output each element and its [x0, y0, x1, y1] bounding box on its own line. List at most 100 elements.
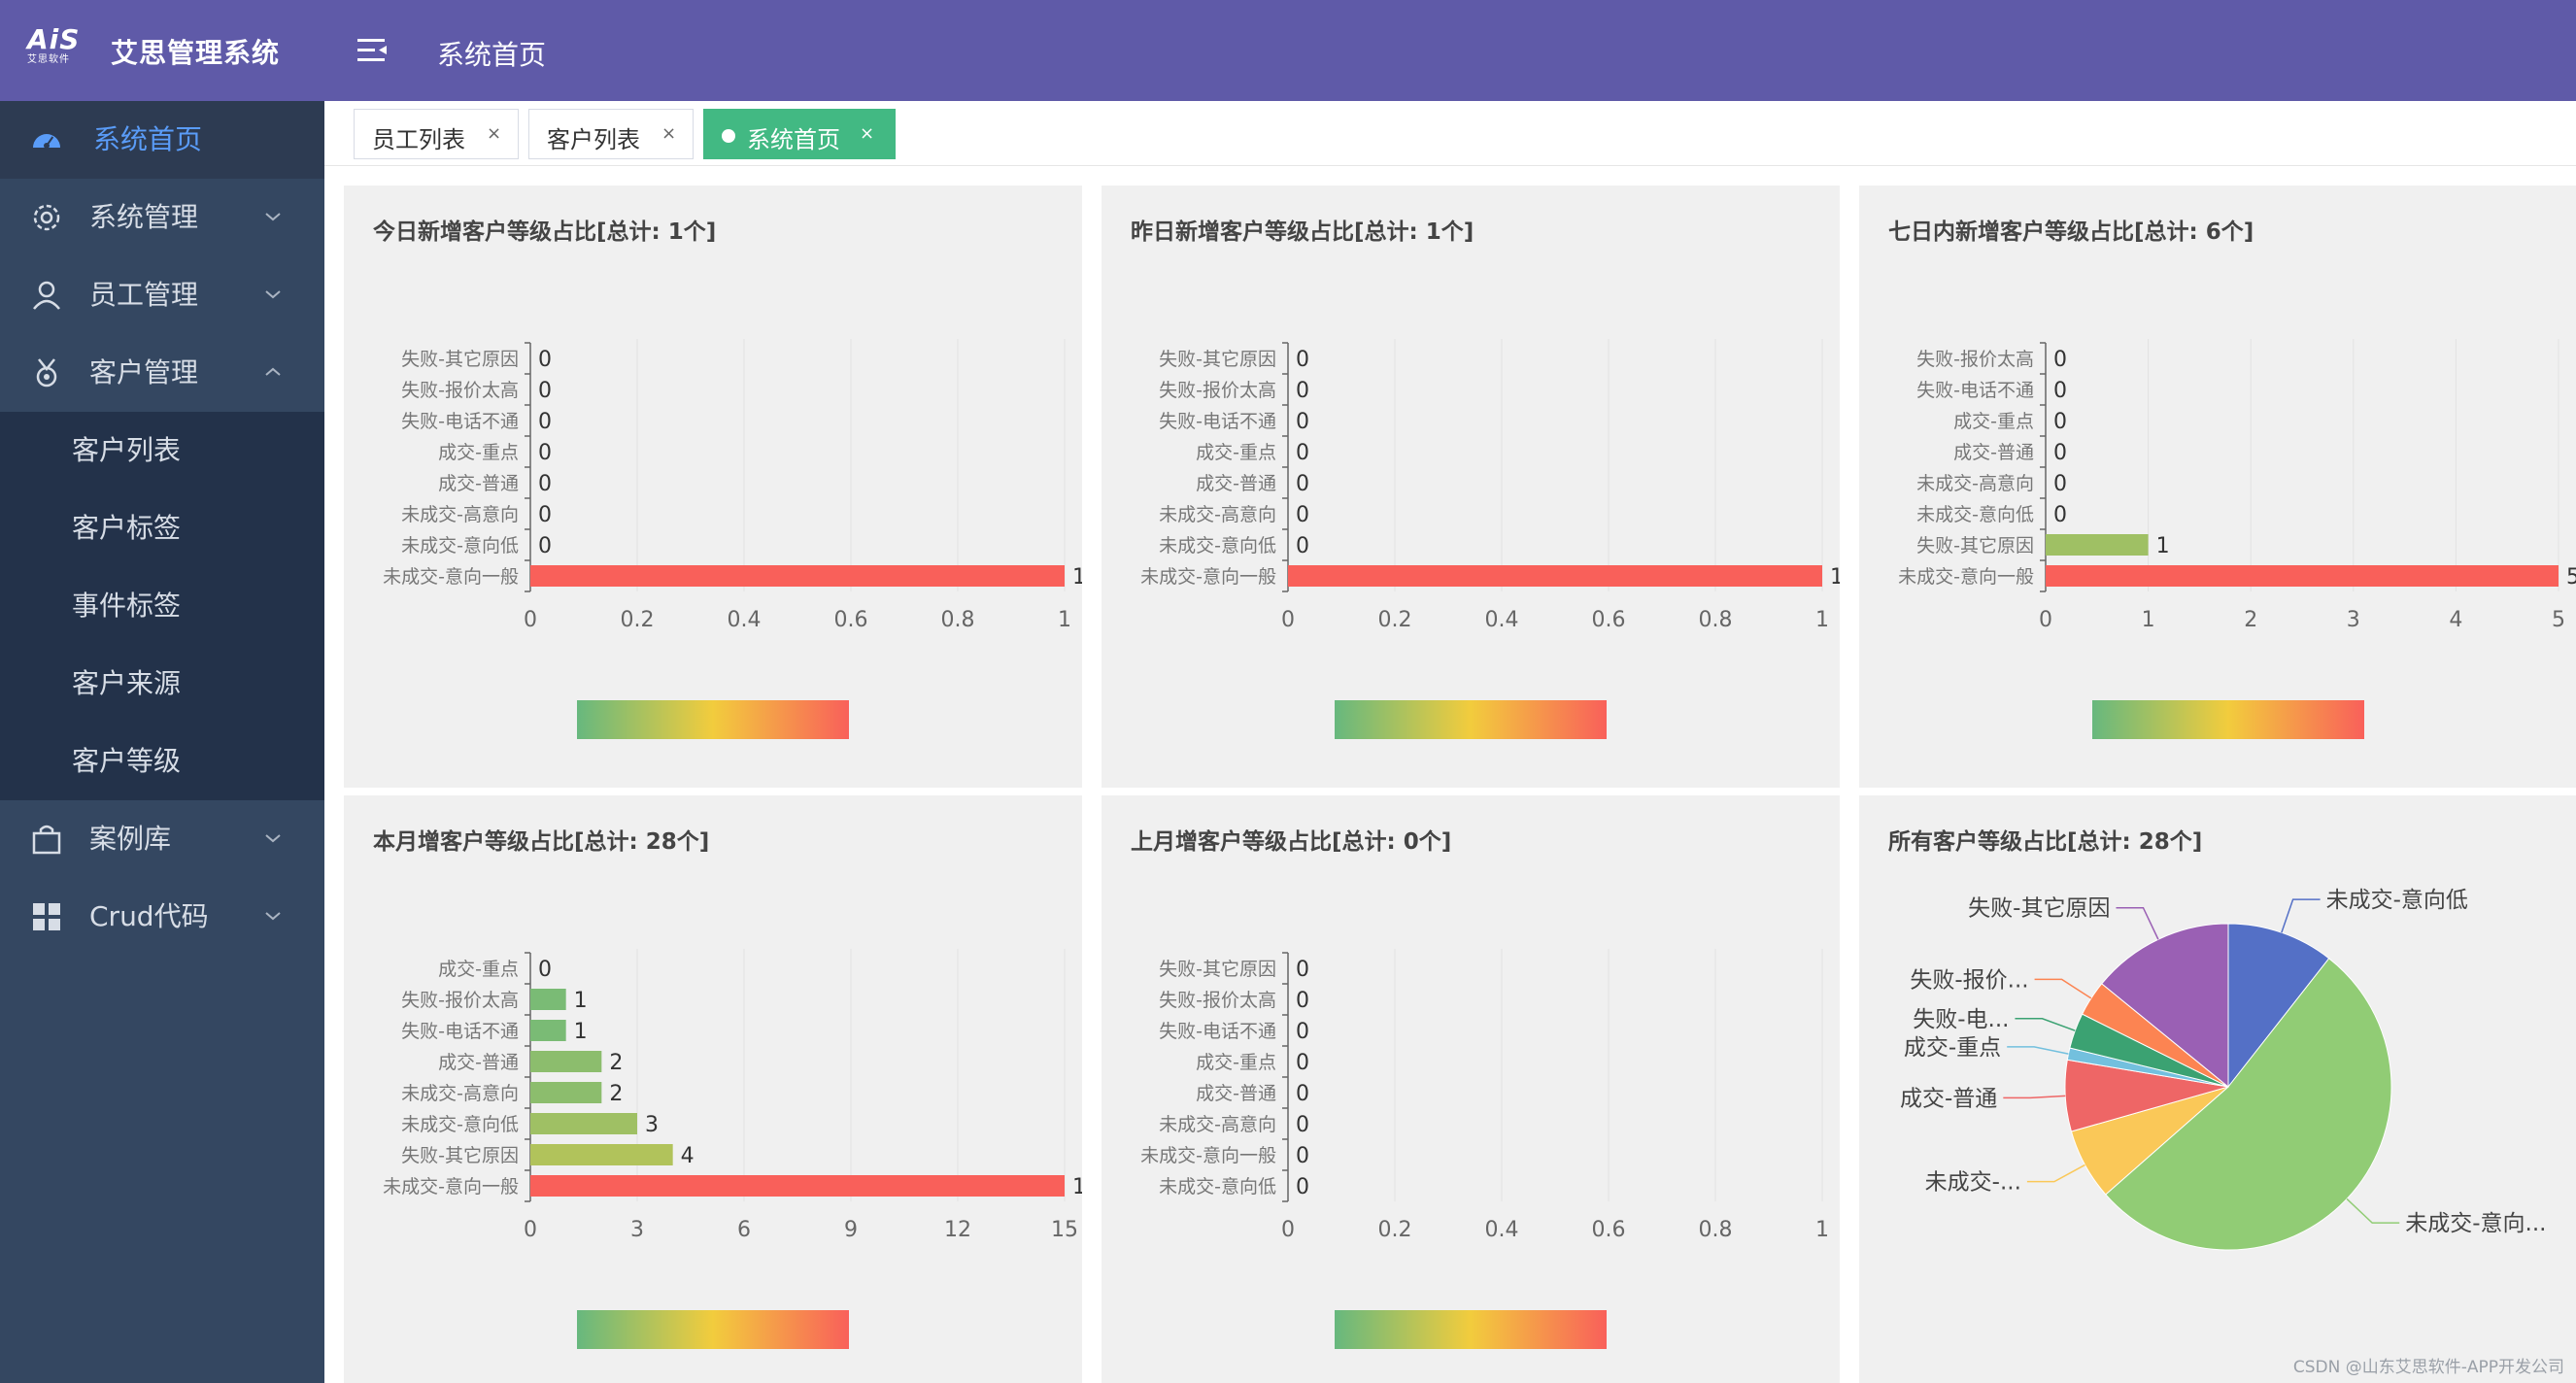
x-tick-label: 0 [524, 1218, 537, 1242]
x-tick-label: 1 [1058, 608, 1071, 632]
y-tick-label: 未成交-意向低 [1159, 535, 1276, 557]
x-tick-label: 9 [844, 1218, 858, 1242]
data-label: 0 [538, 534, 552, 558]
tab-label: 系统首页 [747, 126, 840, 153]
data-label: 15 [1072, 1175, 1082, 1199]
x-tick-label: 1 [2142, 608, 2155, 632]
panel-title: 本月增客户等级占比[总计: 28个] [373, 829, 710, 855]
submenu-event-tags[interactable]: 事件标签 [0, 567, 324, 645]
tab-employee-list[interactable]: 员工列表 × [354, 109, 519, 159]
data-label: 0 [1296, 348, 1309, 372]
x-tick-label: 0 [2039, 608, 2052, 632]
sidebar-item-system[interactable]: 系统管理 [0, 179, 324, 256]
submenu-customer-tags[interactable]: 客户标签 [0, 489, 324, 567]
submenu-customer-level[interactable]: 客户等级 [0, 723, 324, 800]
submenu-label: 客户标签 [72, 512, 182, 544]
y-tick-label: 未成交-高意向 [401, 1083, 519, 1104]
y-tick-label: 未成交-意向一般 [383, 566, 519, 588]
data-label: 4 [681, 1144, 695, 1168]
user-icon [29, 278, 64, 313]
x-tick-label: 0 [1281, 1218, 1295, 1242]
data-label: 0 [1296, 1020, 1309, 1044]
y-tick-label: 未成交-高意向 [401, 504, 519, 525]
grid-icon [29, 899, 64, 934]
y-tick-label: 失败-报价太高 [1916, 349, 2034, 370]
data-label: 0 [2053, 441, 2067, 465]
logo-text: AiS [27, 23, 81, 55]
submenu-customer-list[interactable]: 客户列表 [0, 412, 324, 489]
bar-chart: 0 0.2 0.4 0.6 0.8 1 失败-其它原因 0 失败-报价太高 0 失败-电话不通 0 成交… [1140, 949, 1829, 1349]
tab-bar: 员工列表 × 客户列表 × 系统首页 × [324, 101, 2576, 166]
dashboard-content: 今日新增客户等级占比[总计: 1个] 0 0.2 0.4 0.6 0.8 1 失败-其它原因… [324, 166, 2576, 1383]
pie-slice [2101, 923, 2229, 1089]
chart-panel-last-month: 上月增客户等级占比[总计: 0个] 0 0.2 0.4 0.6 0.8 1 失败-其它原因 0… [1102, 795, 1840, 1383]
pie-label: 失败-其它原因 [1968, 896, 2110, 922]
tab-dashboard[interactable]: 系统首页 × [703, 109, 896, 159]
panel-title: 昨日新增客户等级占比[总计: 1个] [1131, 219, 1474, 245]
pie-label-line [2034, 978, 2092, 999]
close-icon[interactable]: × [661, 123, 677, 144]
y-tick-label: 成交-普通 [1196, 473, 1276, 494]
bar [530, 1113, 637, 1134]
data-label: 0 [1296, 958, 1309, 982]
data-label: 1 [574, 1020, 588, 1044]
y-tick-label: 未成交-意向一般 [1140, 566, 1276, 588]
sidebar-item-crud[interactable]: Crud代码 [0, 878, 324, 956]
y-tick-label: 失败-报价太高 [1159, 380, 1276, 401]
close-icon[interactable]: × [487, 123, 502, 144]
pie-label-line [2281, 898, 2321, 933]
x-tick-label: 0.2 [1378, 608, 1412, 632]
data-label: 0 [1296, 989, 1309, 1013]
close-icon[interactable]: × [860, 123, 875, 144]
y-tick-label: 失败-报价太高 [1159, 990, 1276, 1011]
y-tick-label: 成交-重点 [1196, 442, 1276, 463]
bar [530, 1051, 602, 1072]
panel-title: 上月增客户等级占比[总计: 0个] [1131, 829, 1452, 855]
bar [530, 1144, 673, 1165]
sidebar-item-cases[interactable]: 案例库 [0, 800, 324, 878]
pie-label: 失败-电... [1913, 1007, 2009, 1032]
pie-label: 未成交-意向... [2405, 1211, 2546, 1236]
y-tick-label: 成交-重点 [1196, 1052, 1276, 1073]
x-tick-label: 12 [944, 1218, 971, 1242]
data-label: 0 [1296, 534, 1309, 558]
y-tick-label: 未成交-意向一般 [383, 1176, 519, 1197]
data-label: 0 [538, 503, 552, 527]
chart-panel-all: 所有客户等级占比[总计: 28个] 未成交-意向低 未成交-意向... 未成交-..… [1859, 795, 2576, 1383]
x-tick-label: 0.4 [1485, 1218, 1519, 1242]
pie-label-line [2015, 1018, 2076, 1031]
data-label: 2 [609, 1051, 623, 1075]
y-tick-label: 成交-普通 [438, 1052, 519, 1073]
menu-collapse-icon[interactable] [354, 33, 392, 68]
x-tick-label: 0 [524, 608, 537, 632]
app-logo: AiS 艾思软件 [27, 25, 82, 76]
sidebar-item-employee[interactable]: 员工管理 [0, 256, 324, 334]
pie-label: 失败-报价... [1910, 967, 2028, 993]
y-tick-label: 失败-其它原因 [401, 349, 519, 370]
app-title: 艾思管理系统 [111, 37, 281, 69]
bar [530, 1175, 1065, 1197]
data-label: 0 [2053, 472, 2067, 496]
y-tick-label: 失败-报价太高 [401, 990, 519, 1011]
y-tick-label: 成交-普通 [438, 473, 519, 494]
sidebar-item-customer[interactable]: 客户管理 [0, 334, 324, 412]
submenu-label: 客户等级 [72, 745, 182, 777]
data-label: 1 [1830, 565, 1840, 590]
sidebar-item-home[interactable]: 系统首页 [0, 101, 324, 179]
y-tick-label: 失败-其它原因 [401, 1145, 519, 1166]
bar-chart: 0 1 2 3 4 5 失败-报价太高 0 失败-电话不通 0 成交-重点 0 成交-普通 0 未成交-高意… [1898, 339, 2576, 739]
data-label: 0 [2053, 410, 2067, 434]
sidebar-item-label: 系统首页 [93, 123, 203, 155]
y-tick-label: 未成交-高意向 [1916, 473, 2034, 494]
submenu-customer-source[interactable]: 客户来源 [0, 645, 324, 723]
data-label: 5 [2566, 565, 2576, 590]
data-label: 0 [2053, 503, 2067, 527]
y-tick-label: 失败-电话不通 [1159, 411, 1276, 432]
data-label: 0 [538, 379, 552, 403]
y-tick-label: 失败-电话不通 [401, 1021, 519, 1042]
bar [530, 1020, 566, 1041]
data-label: 0 [2053, 348, 2067, 372]
tab-customer-list[interactable]: 客户列表 × [528, 109, 694, 159]
gear-icon [29, 200, 64, 235]
